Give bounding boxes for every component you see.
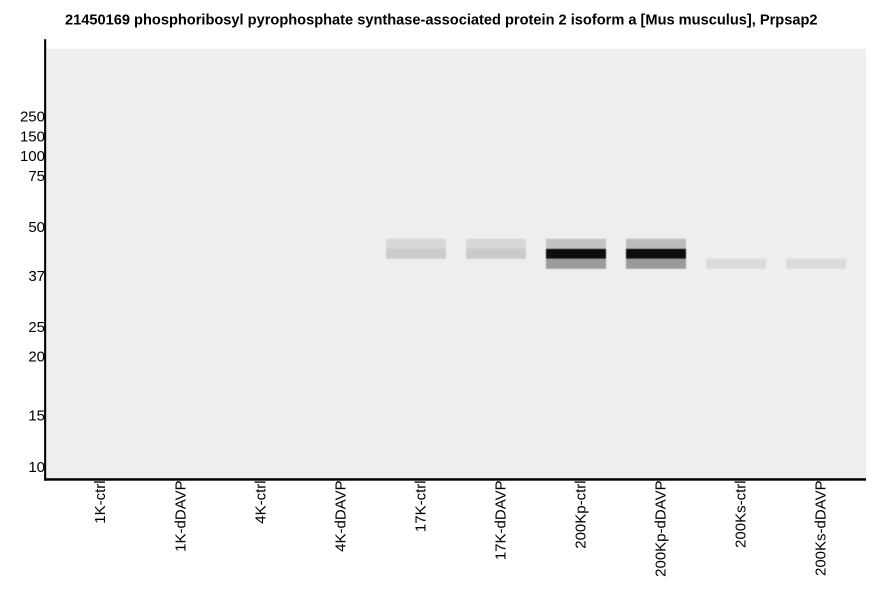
svg-text:100: 100 xyxy=(20,148,45,165)
svg-text:17K-dDAVP: 17K-dDAVP xyxy=(493,480,510,560)
svg-text:1K-ctrl: 1K-ctrl xyxy=(92,480,109,523)
svg-text:250: 250 xyxy=(20,109,45,126)
svg-text:4K-ctrl: 4K-ctrl xyxy=(252,480,269,523)
svg-text:37: 37 xyxy=(28,268,45,285)
svg-text:1K-dDAVP: 1K-dDAVP xyxy=(172,480,189,551)
svg-text:21450169 phosphoribosyl pyroph: 21450169 phosphoribosyl pyrophosphate sy… xyxy=(65,12,818,29)
svg-text:10: 10 xyxy=(28,459,45,476)
svg-text:150: 150 xyxy=(20,128,45,145)
svg-text:200Kp-dDAVP: 200Kp-dDAVP xyxy=(653,480,670,576)
svg-text:75: 75 xyxy=(28,168,45,185)
svg-text:50: 50 xyxy=(28,219,45,236)
svg-text:17K-ctrl: 17K-ctrl xyxy=(412,480,429,532)
svg-text:200Ks-ctrl: 200Ks-ctrl xyxy=(733,480,750,548)
svg-text:15: 15 xyxy=(28,408,45,425)
svg-text:25: 25 xyxy=(28,319,45,336)
svg-text:4K-dDAVP: 4K-dDAVP xyxy=(332,480,349,551)
svg-text:200Kp-ctrl: 200Kp-ctrl xyxy=(573,480,590,548)
svg-text:20: 20 xyxy=(28,349,45,366)
svg-text:200Ks-dDAVP: 200Ks-dDAVP xyxy=(813,480,830,576)
